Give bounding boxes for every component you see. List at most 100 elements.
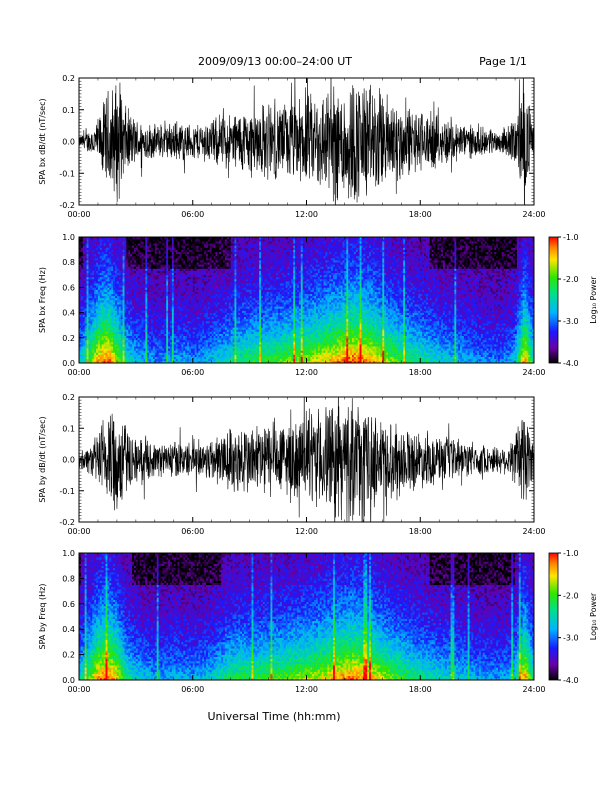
heatmap-cell	[111, 342, 113, 344]
heatmap-cell	[119, 315, 121, 317]
heatmap-cell	[117, 338, 119, 340]
heatmap-cell	[109, 346, 111, 348]
heatmap-cell	[104, 306, 106, 308]
heatmap-cell	[102, 332, 104, 334]
heatmap-cell	[104, 353, 106, 355]
heatmap-cell	[81, 256, 83, 258]
heatmap-cell	[113, 325, 115, 327]
heatmap-cell	[83, 279, 85, 281]
heatmap-cell	[125, 348, 127, 350]
heatmap-cell	[100, 292, 102, 294]
heatmap-cell	[106, 250, 108, 252]
heatmap-cell	[119, 317, 121, 319]
heatmap-cell	[94, 256, 96, 258]
heatmap-cell	[123, 296, 125, 298]
heatmap-cell	[106, 277, 108, 279]
heatmap-cell	[94, 298, 96, 300]
heatmap-cell	[117, 353, 119, 355]
heatmap-cell	[81, 277, 83, 279]
heatmap-cell	[109, 323, 111, 325]
heatmap-cell	[90, 248, 92, 250]
heatmap-cell	[85, 298, 87, 300]
heatmap-cell	[88, 243, 90, 245]
heatmap-cell	[85, 300, 87, 302]
heatmap-cell	[111, 250, 113, 252]
heatmap-cell	[109, 290, 111, 292]
heatmap-cell	[87, 277, 89, 279]
x-tick-label: 12:00	[295, 210, 318, 219]
heatmap-cell	[87, 311, 89, 313]
heatmap-cell	[83, 304, 85, 306]
heatmap-cell	[117, 252, 119, 254]
heatmap-cell	[109, 325, 111, 327]
heatmap-cell	[102, 252, 104, 254]
heatmap-cell	[107, 281, 109, 283]
heatmap-cell	[90, 277, 92, 279]
heatmap-cell	[106, 304, 108, 306]
heatmap-cell	[104, 359, 106, 361]
heatmap-cell	[100, 273, 102, 275]
heatmap-cell	[104, 260, 106, 262]
heatmap-cell	[98, 271, 100, 273]
heatmap-cell	[87, 260, 89, 262]
heatmap-cell	[113, 304, 115, 306]
heatmap-cell	[88, 287, 90, 289]
heatmap-cell	[115, 294, 117, 296]
heatmap-cell	[107, 336, 109, 338]
heatmap-cell	[119, 342, 121, 344]
heatmap-cell	[121, 252, 123, 254]
heatmap-cell	[98, 308, 100, 310]
heatmap-cell	[109, 260, 111, 262]
heatmap-cell	[123, 292, 125, 294]
heatmap-cell	[123, 306, 125, 308]
heatmap-cell	[100, 245, 102, 247]
heatmap-cell	[106, 346, 108, 348]
heatmap-cell	[115, 317, 117, 319]
heatmap-cell	[92, 279, 94, 281]
heatmap-cell	[96, 256, 98, 258]
heatmap-cell	[109, 342, 111, 344]
heatmap-cell	[115, 353, 117, 355]
heatmap-cell	[88, 258, 90, 260]
heatmap-cell	[123, 256, 125, 258]
heatmap-cell	[109, 308, 111, 310]
heatmap-cell	[125, 302, 127, 304]
heatmap-cell	[119, 355, 121, 357]
heatmap-cell	[123, 252, 125, 254]
heatmap-cell	[100, 308, 102, 310]
heatmap-cell	[98, 283, 100, 285]
heatmap-cell	[100, 329, 102, 331]
heatmap-cell	[106, 336, 108, 338]
heatmap-cell	[117, 302, 119, 304]
heatmap-cell	[96, 323, 98, 325]
heatmap-cell	[96, 348, 98, 350]
heatmap-cell	[117, 283, 119, 285]
heatmap-cell	[102, 243, 104, 245]
heatmap-cell	[104, 281, 106, 283]
heatmap-cell	[81, 239, 83, 241]
heatmap-cell	[109, 243, 111, 245]
heatmap-cell	[113, 296, 115, 298]
heatmap-cell	[92, 296, 94, 298]
heatmap-cell	[113, 348, 115, 350]
heatmap-cell	[81, 264, 83, 266]
heatmap-cell	[94, 317, 96, 319]
heatmap-cell	[90, 271, 92, 273]
heatmap-cell	[117, 273, 119, 275]
heatmap-cell	[85, 319, 87, 321]
heatmap-cell	[83, 254, 85, 256]
heatmap-cell	[88, 346, 90, 348]
heatmap-cell	[90, 300, 92, 302]
heatmap-cell	[111, 281, 113, 283]
heatmap-cell	[117, 317, 119, 319]
heatmap-cell	[102, 323, 104, 325]
heatmap-cell	[94, 262, 96, 264]
heatmap-cell	[104, 269, 106, 271]
heatmap-cell	[107, 294, 109, 296]
heatmap-cell	[113, 241, 115, 243]
heatmap-cell	[115, 258, 117, 260]
heatmap-cell	[119, 311, 121, 313]
heatmap-cell	[92, 319, 94, 321]
heatmap-cell	[113, 252, 115, 254]
heatmap-cell	[111, 329, 113, 331]
